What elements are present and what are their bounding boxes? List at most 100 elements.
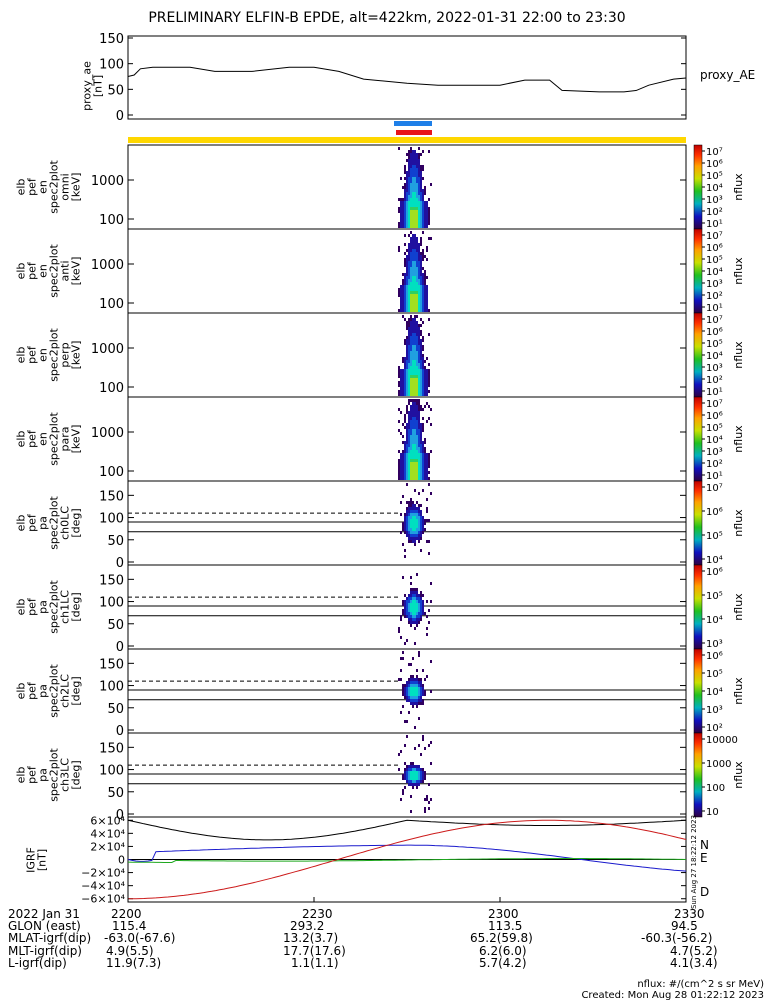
spectrogram-pixel bbox=[408, 441, 410, 444]
y-tick-label: 100 bbox=[99, 465, 124, 480]
spectrogram-pixel bbox=[412, 159, 414, 162]
energy-panel-ylabel-line: spec2plot bbox=[48, 244, 61, 298]
spectrogram-pixel bbox=[424, 693, 426, 696]
spectrogram-pixel bbox=[422, 372, 424, 375]
spectrogram-pixel bbox=[406, 264, 408, 267]
spectrogram-pixel bbox=[424, 270, 426, 273]
energy-panel-ylabel-line: perp bbox=[59, 342, 72, 367]
spectrogram-pixel bbox=[408, 210, 410, 213]
spectrogram-pixel bbox=[416, 531, 418, 534]
spectrogram-pixel bbox=[398, 390, 400, 393]
spectrogram-pixel bbox=[418, 384, 420, 387]
spectrogram-pixel bbox=[416, 207, 418, 210]
spectrogram-pixel bbox=[428, 207, 430, 210]
spectrogram-pixel bbox=[410, 300, 412, 303]
spectrogram-pixel bbox=[416, 432, 418, 435]
spectrogram-pixel bbox=[400, 618, 402, 621]
spectrogram-pixel bbox=[402, 213, 404, 216]
spectrogram-pixel bbox=[418, 324, 420, 327]
spectrogram-pixel bbox=[402, 459, 404, 462]
spectrogram-pixel bbox=[408, 213, 410, 216]
spectrogram-pixel bbox=[418, 285, 420, 288]
spectrogram-pixel bbox=[404, 288, 406, 291]
spectrogram-pixel bbox=[408, 507, 410, 510]
spectrogram-pixel bbox=[422, 417, 424, 420]
spectrogram-pixel bbox=[412, 405, 414, 408]
spectrogram-pixel bbox=[416, 333, 418, 336]
spectrogram-pixel bbox=[404, 309, 406, 312]
spectrogram-pixel bbox=[428, 483, 430, 486]
spectrogram-pixel bbox=[402, 612, 404, 615]
spectrogram-pixel bbox=[410, 438, 412, 441]
spectrogram-pixel bbox=[422, 252, 424, 255]
spectrogram-pixel bbox=[422, 465, 424, 468]
proxy-ae-ylabel-line: proxy_ae bbox=[81, 61, 94, 111]
spectrogram-pixel bbox=[410, 240, 412, 243]
spectrogram-pixel bbox=[410, 360, 412, 363]
spectrogram-pixel bbox=[406, 186, 408, 189]
colorbar-label-text: nflux bbox=[732, 593, 745, 621]
spectrogram-pixel bbox=[414, 390, 416, 393]
footer-value: -60.3(-56.2) bbox=[641, 931, 713, 946]
spectrogram-pixel bbox=[420, 378, 422, 381]
spectrogram-pixel bbox=[404, 264, 406, 267]
spectrogram-pixel bbox=[416, 459, 418, 462]
spectrogram-pixel bbox=[410, 441, 412, 444]
spectrogram-pixel bbox=[404, 342, 406, 345]
spectrogram-pixel bbox=[412, 327, 414, 330]
spectrogram-pixel bbox=[418, 192, 420, 195]
spectrogram-pixel bbox=[406, 345, 408, 348]
spectrogram-pixel bbox=[412, 306, 414, 309]
spectrogram-pixel bbox=[420, 201, 422, 204]
spectrogram-pixel bbox=[420, 600, 422, 603]
spectrogram-pixel bbox=[418, 201, 420, 204]
footer: 2022 Jan 31 2200 2230 2300 2330 GLON (ea… bbox=[8, 908, 770, 1001]
spectrogram-pixel bbox=[410, 690, 412, 693]
spectrogram-pixel bbox=[422, 447, 424, 450]
spectrogram-pixel bbox=[418, 333, 420, 336]
energy-panel-ylabel-line: [keV] bbox=[70, 257, 83, 286]
spectrogram-pixel bbox=[418, 606, 420, 609]
spectrogram-pixel bbox=[412, 390, 414, 393]
spectrogram-pixel bbox=[410, 765, 412, 768]
spectrogram-pixel bbox=[410, 306, 412, 309]
spectrogram-pixel bbox=[414, 282, 416, 285]
spectrogram-pixel bbox=[428, 552, 430, 555]
spectrogram-pixel bbox=[400, 411, 402, 414]
spectrogram-pixel bbox=[422, 213, 424, 216]
spectrogram-pixel bbox=[414, 321, 416, 324]
spectrogram-pixel bbox=[404, 201, 406, 204]
spectrogram-pixel bbox=[422, 687, 424, 690]
spectrogram-pixel bbox=[410, 381, 412, 384]
spectrogram-pixel bbox=[402, 435, 404, 438]
spectrogram-pixel bbox=[418, 351, 420, 354]
footer-value: 293.2 bbox=[290, 919, 325, 934]
spectrogram-pixel bbox=[400, 375, 402, 378]
spectrogram-pixel bbox=[426, 249, 428, 252]
spectrogram-pixel bbox=[416, 771, 418, 774]
spectrogram-pixel bbox=[398, 420, 400, 423]
spectrogram-pixel bbox=[418, 357, 420, 360]
spectrogram-pixel bbox=[408, 357, 410, 360]
spectrogram-pixel bbox=[404, 291, 406, 294]
spectrogram-pixel bbox=[408, 249, 410, 252]
spectrogram-pixel bbox=[404, 297, 406, 300]
spectrogram-pixel bbox=[412, 357, 414, 360]
spectrogram-pixel bbox=[416, 303, 418, 306]
spectrogram-pixel bbox=[406, 615, 408, 618]
spectrogram-pixel bbox=[400, 210, 402, 213]
spectrogram-pixel bbox=[402, 603, 404, 606]
energy-panel-ylabel-line: pef bbox=[26, 177, 39, 196]
colorbar-tick-label: 10⁷ bbox=[706, 483, 723, 494]
spectrogram-pixel bbox=[426, 498, 428, 501]
spectrogram-pixel bbox=[422, 384, 424, 387]
spectrogram-pixel bbox=[420, 306, 422, 309]
spectrogram-pixel bbox=[410, 501, 412, 504]
spectrogram-pixel bbox=[408, 432, 410, 435]
spectrogram-pixel bbox=[404, 219, 406, 222]
colorbar-tick-label: 10⁶ bbox=[706, 159, 723, 170]
spectrogram-pixel bbox=[416, 345, 418, 348]
spectrogram-pixel bbox=[416, 453, 418, 456]
spectrogram-pixel bbox=[416, 528, 418, 531]
spectrogram-pixel bbox=[416, 696, 418, 699]
